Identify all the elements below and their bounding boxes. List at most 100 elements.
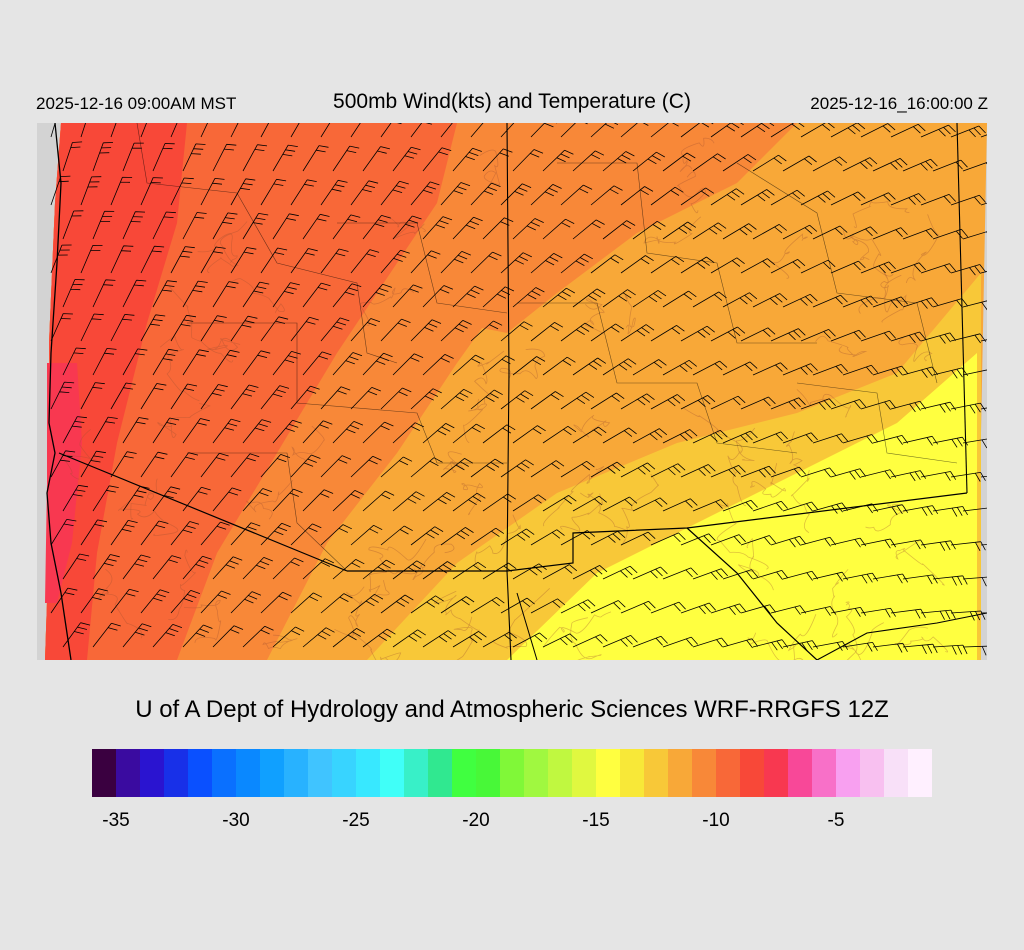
wind-barb [800,329,836,342]
wind-barb [620,531,656,546]
wind-barb [920,194,956,206]
wind-barb [890,123,926,138]
wind-barb [632,220,666,240]
wind-barb [542,633,578,648]
wind-barb [710,257,745,274]
wind-barb [512,287,545,308]
wind-barb [110,245,134,274]
terrain-contour [543,611,612,648]
wind-barb [752,154,787,172]
wind-barb [902,228,938,240]
wind-barb [812,571,849,582]
colorbar-tick-label: -10 [702,810,730,831]
wind-barb [572,634,608,648]
wind-barb [200,178,225,206]
wind-barb [560,322,594,342]
wind-barb [290,179,317,206]
wind-barb [302,489,334,512]
terrain-contour [579,492,627,531]
county-line-2 [187,322,507,464]
wind-barb [620,462,656,478]
wind-barb [530,123,558,138]
colorbar-swatch [332,749,356,797]
wind-barb [470,596,505,614]
wind-barb [770,466,807,478]
wind-barb [302,145,329,172]
wind-barb [92,485,119,512]
wind-barb [422,285,454,308]
wind-barb [200,123,208,138]
border-az-mx [506,492,968,572]
wind-barb [182,555,212,580]
colorbar-swatch [428,749,452,797]
wind-barb [152,143,175,172]
wind-barb [50,313,73,342]
wind-barb [110,588,139,614]
wind-barb [362,421,394,444]
wind-barb [272,557,304,580]
temperature-field [45,123,987,660]
wind-barb [350,249,380,274]
terrain-contour [453,616,475,660]
terrain-contour [130,478,158,520]
wind-barb [740,123,775,138]
colorbar-tick-label: -5 [827,810,845,831]
wind-barb [380,318,411,342]
wind-barb [782,224,818,240]
county-line-7 [337,222,508,314]
wind-barb [260,385,290,410]
colorbar-swatch [212,749,236,797]
wind-barb [842,157,878,172]
wind-barb [860,123,896,138]
wind-barb [590,530,626,546]
wind-barb [920,124,956,138]
wind-barb [800,190,836,206]
wind-barb [620,123,649,138]
wind-barb [590,461,625,478]
terrain-contour [865,503,906,532]
wind-barb [470,389,503,410]
wind-barb [662,221,697,240]
terrain-contour [368,538,427,575]
wind-barb [242,557,273,580]
wind-barb [752,500,788,512]
wind-barb [92,348,117,376]
wind-barb [542,425,577,444]
wind-barb [920,471,957,481]
terrain-contour [117,497,179,536]
wind-barb [740,258,776,274]
wind-barb [212,143,237,172]
wind-barb [902,158,938,172]
wind-barb [782,293,818,308]
wind-barb [140,177,163,206]
wind-barbs [50,123,987,656]
wind-barb [932,228,969,240]
wind-barb [602,427,637,444]
colorbar-tick-labels: -35 -30 -25 -20 -15 -10 -5 [92,810,932,836]
wind-barb [92,279,116,308]
wind-barb [512,149,544,172]
wind-barb [320,248,349,274]
wind-barb [272,144,298,172]
wind-barb [140,589,170,614]
wind-barb [320,524,352,546]
state-borders [46,123,987,660]
wind-barb [872,296,908,309]
colorbar-swatch [884,749,908,797]
wind-barb [80,382,105,410]
wind-barb [512,356,546,376]
wind-barb [362,146,390,172]
wind-barb [122,211,146,240]
wind-barb [572,565,608,580]
wind-barb [902,643,938,654]
wind-barb [50,244,72,274]
terrain-contour [845,601,858,660]
terrain-contour [543,465,605,527]
wind-barb [122,279,147,308]
wind-barb [590,600,626,614]
colorbar-swatch [188,749,212,797]
terrain-contour [168,549,196,621]
wind-barb [440,320,472,342]
wind-barb [632,635,668,648]
terrain-contour [643,216,702,245]
